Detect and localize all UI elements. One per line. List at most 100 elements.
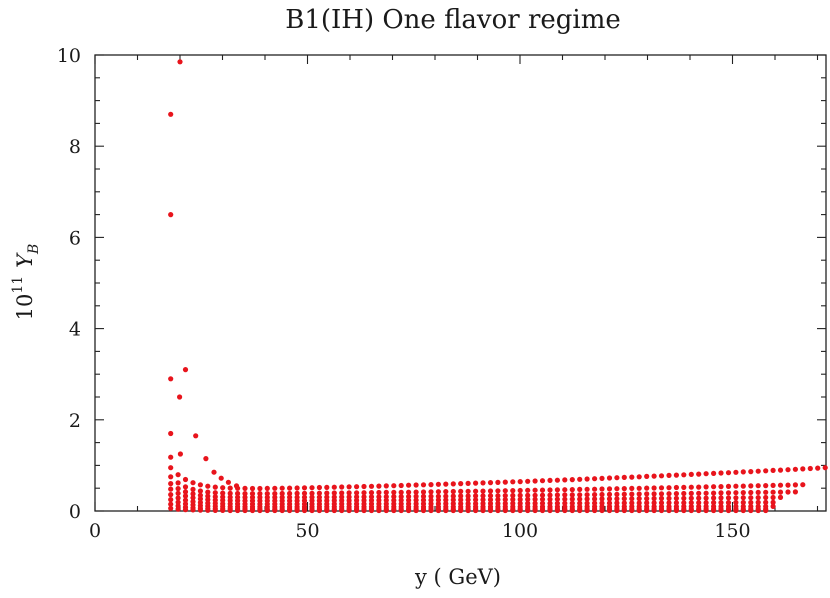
data-point — [205, 483, 211, 489]
data-point — [763, 507, 769, 514]
data-point — [703, 471, 709, 477]
data-point — [592, 476, 598, 482]
data-point — [465, 488, 471, 494]
data-point — [606, 475, 613, 481]
data-point — [539, 487, 546, 493]
data-point — [406, 507, 412, 514]
data-point — [182, 497, 189, 503]
data-point — [599, 475, 605, 481]
data-point — [711, 507, 717, 514]
data-point — [235, 490, 241, 497]
data-point — [383, 494, 389, 500]
data-point — [614, 507, 620, 514]
data-point — [450, 497, 456, 503]
x-axis-label: y ( GeV) — [414, 565, 501, 589]
data-point — [681, 500, 687, 506]
data-point — [391, 483, 397, 489]
data-point — [368, 490, 375, 496]
data-point — [696, 490, 702, 496]
data-point — [420, 497, 427, 503]
data-point — [361, 490, 367, 496]
data-point — [218, 475, 224, 481]
data-point — [177, 394, 183, 400]
data-point — [502, 493, 508, 499]
data-point — [525, 478, 531, 484]
data-point — [177, 59, 183, 65]
data-point — [324, 490, 330, 496]
data-point — [383, 483, 389, 489]
data-point — [703, 500, 709, 506]
data-points — [168, 59, 828, 514]
data-point — [168, 454, 174, 460]
data-point — [547, 496, 553, 502]
data-point — [733, 495, 739, 501]
data-point — [681, 495, 687, 501]
data-point — [346, 507, 352, 514]
data-point — [614, 486, 620, 492]
data-point — [175, 499, 181, 505]
data-point — [681, 484, 687, 490]
data-point — [651, 473, 657, 479]
x-tick-label: 0 — [89, 520, 101, 542]
data-point — [487, 493, 494, 499]
data-point — [168, 481, 174, 487]
data-point — [249, 485, 256, 492]
data-point — [740, 483, 746, 489]
data-point — [696, 507, 702, 514]
data-point — [177, 451, 183, 457]
data-point — [361, 507, 367, 514]
data-point — [785, 489, 791, 495]
data-point — [301, 485, 308, 491]
data-point — [569, 492, 575, 498]
data-point — [383, 507, 389, 514]
data-point — [718, 500, 724, 506]
data-point — [539, 507, 546, 514]
data-point — [458, 497, 464, 503]
data-point — [272, 491, 278, 497]
data-point — [301, 507, 308, 514]
data-point — [212, 507, 218, 513]
data-point — [718, 495, 724, 501]
data-point — [227, 485, 233, 491]
data-point — [205, 489, 211, 495]
data-point — [681, 472, 687, 478]
data-point — [525, 492, 531, 498]
data-point — [428, 507, 434, 514]
data-point — [748, 469, 754, 475]
data-point — [510, 479, 516, 485]
data-point — [711, 484, 717, 490]
data-point — [376, 489, 382, 496]
data-point — [562, 492, 568, 498]
data-point — [621, 507, 627, 514]
data-point — [658, 473, 665, 479]
data-point — [673, 491, 680, 497]
data-point — [458, 493, 464, 499]
data-point — [324, 484, 330, 490]
y-tick-label: 6 — [69, 227, 81, 249]
data-point — [748, 495, 754, 501]
data-point — [644, 496, 650, 502]
data-point — [168, 492, 174, 498]
data-point — [658, 507, 665, 514]
data-point — [711, 470, 717, 476]
data-point — [168, 376, 174, 382]
data-point — [480, 488, 486, 494]
data-point — [294, 485, 300, 491]
data-point — [711, 500, 717, 506]
y-label-symbol: Y — [13, 252, 37, 268]
data-point — [168, 212, 174, 218]
data-point — [510, 492, 516, 499]
data-point — [763, 494, 769, 501]
data-point — [733, 499, 739, 506]
data-point — [770, 467, 776, 473]
data-point — [331, 484, 337, 490]
data-point — [168, 465, 174, 471]
data-point — [480, 493, 486, 499]
data-point — [361, 483, 367, 490]
y-label-exp: 11 — [10, 276, 26, 294]
data-point — [203, 456, 209, 462]
y-tick-label: 2 — [69, 410, 81, 432]
data-point — [495, 497, 501, 503]
data-point — [584, 476, 590, 482]
